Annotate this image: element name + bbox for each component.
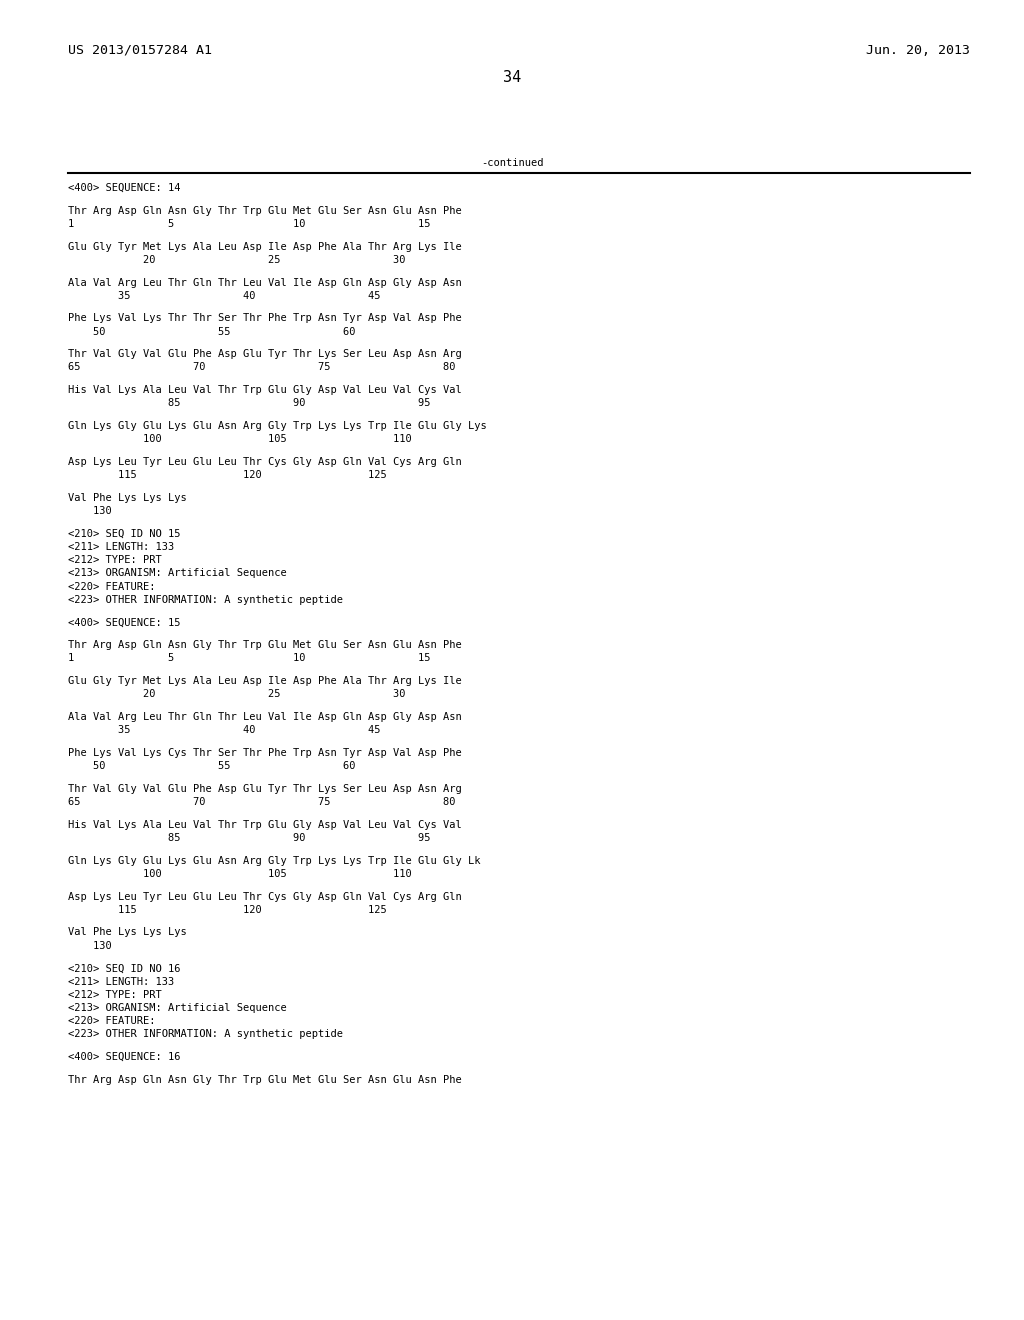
Text: <213> ORGANISM: Artificial Sequence: <213> ORGANISM: Artificial Sequence — [68, 569, 287, 578]
Text: <223> OTHER INFORMATION: A synthetic peptide: <223> OTHER INFORMATION: A synthetic pep… — [68, 1030, 343, 1039]
Text: Val Phe Lys Lys Lys: Val Phe Lys Lys Lys — [68, 492, 186, 503]
Text: 35                  40                  45: 35 40 45 — [68, 725, 381, 735]
Text: His Val Lys Ala Leu Val Thr Trp Glu Gly Asp Val Leu Val Cys Val: His Val Lys Ala Leu Val Thr Trp Glu Gly … — [68, 820, 462, 830]
Text: 50                  55                  60: 50 55 60 — [68, 326, 355, 337]
Text: <212> TYPE: PRT: <212> TYPE: PRT — [68, 556, 162, 565]
Text: 115                 120                 125: 115 120 125 — [68, 904, 387, 915]
Text: 100                 105                 110: 100 105 110 — [68, 434, 412, 445]
Text: Gln Lys Gly Glu Lys Glu Asn Arg Gly Trp Lys Lys Trp Ile Glu Gly Lk: Gln Lys Gly Glu Lys Glu Asn Arg Gly Trp … — [68, 855, 480, 866]
Text: 65                  70                  75                  80: 65 70 75 80 — [68, 363, 456, 372]
Text: 65                  70                  75                  80: 65 70 75 80 — [68, 797, 456, 807]
Text: Val Phe Lys Lys Lys: Val Phe Lys Lys Lys — [68, 928, 186, 937]
Text: 34: 34 — [503, 70, 521, 86]
Text: Thr Arg Asp Gln Asn Gly Thr Trp Glu Met Glu Ser Asn Glu Asn Phe: Thr Arg Asp Gln Asn Gly Thr Trp Glu Met … — [68, 1074, 462, 1085]
Text: Glu Gly Tyr Met Lys Ala Leu Asp Ile Asp Phe Ala Thr Arg Lys Ile: Glu Gly Tyr Met Lys Ala Leu Asp Ile Asp … — [68, 676, 462, 686]
Text: <220> FEATURE:: <220> FEATURE: — [68, 582, 156, 591]
Text: <212> TYPE: PRT: <212> TYPE: PRT — [68, 990, 162, 999]
Text: <213> ORGANISM: Artificial Sequence: <213> ORGANISM: Artificial Sequence — [68, 1003, 287, 1012]
Text: 130: 130 — [68, 506, 112, 516]
Text: Thr Val Gly Val Glu Phe Asp Glu Tyr Thr Lys Ser Leu Asp Asn Arg: Thr Val Gly Val Glu Phe Asp Glu Tyr Thr … — [68, 350, 462, 359]
Text: Jun. 20, 2013: Jun. 20, 2013 — [866, 44, 970, 57]
Text: <400> SEQUENCE: 14: <400> SEQUENCE: 14 — [68, 183, 180, 193]
Text: Asp Lys Leu Tyr Leu Glu Leu Thr Cys Gly Asp Gln Val Cys Arg Gln: Asp Lys Leu Tyr Leu Glu Leu Thr Cys Gly … — [68, 891, 462, 902]
Text: US 2013/0157284 A1: US 2013/0157284 A1 — [68, 44, 212, 57]
Text: Thr Arg Asp Gln Asn Gly Thr Trp Glu Met Glu Ser Asn Glu Asn Phe: Thr Arg Asp Gln Asn Gly Thr Trp Glu Met … — [68, 640, 462, 651]
Text: <211> LENGTH: 133: <211> LENGTH: 133 — [68, 543, 174, 552]
Text: Glu Gly Tyr Met Lys Ala Leu Asp Ile Asp Phe Ala Thr Arg Lys Ile: Glu Gly Tyr Met Lys Ala Leu Asp Ile Asp … — [68, 242, 462, 252]
Text: <210> SEQ ID NO 16: <210> SEQ ID NO 16 — [68, 964, 180, 973]
Text: 115                 120                 125: 115 120 125 — [68, 470, 387, 480]
Text: <400> SEQUENCE: 15: <400> SEQUENCE: 15 — [68, 618, 180, 627]
Text: 1               5                   10                  15: 1 5 10 15 — [68, 653, 430, 664]
Text: <220> FEATURE:: <220> FEATURE: — [68, 1016, 156, 1026]
Text: 20                  25                  30: 20 25 30 — [68, 255, 406, 265]
Text: 35                  40                  45: 35 40 45 — [68, 290, 381, 301]
Text: -continued: -continued — [480, 158, 544, 168]
Text: Thr Val Gly Val Glu Phe Asp Glu Tyr Thr Lys Ser Leu Asp Asn Arg: Thr Val Gly Val Glu Phe Asp Glu Tyr Thr … — [68, 784, 462, 793]
Text: 1               5                   10                  15: 1 5 10 15 — [68, 219, 430, 228]
Text: 85                  90                  95: 85 90 95 — [68, 399, 430, 408]
Text: <211> LENGTH: 133: <211> LENGTH: 133 — [68, 977, 174, 986]
Text: Ala Val Arg Leu Thr Gln Thr Leu Val Ile Asp Gln Asp Gly Asp Asn: Ala Val Arg Leu Thr Gln Thr Leu Val Ile … — [68, 277, 462, 288]
Text: 85                  90                  95: 85 90 95 — [68, 833, 430, 843]
Text: <400> SEQUENCE: 16: <400> SEQUENCE: 16 — [68, 1052, 180, 1063]
Text: <223> OTHER INFORMATION: A synthetic peptide: <223> OTHER INFORMATION: A synthetic pep… — [68, 595, 343, 605]
Text: 100                 105                 110: 100 105 110 — [68, 869, 412, 879]
Text: 20                  25                  30: 20 25 30 — [68, 689, 406, 700]
Text: Phe Lys Val Lys Thr Thr Ser Thr Phe Trp Asn Tyr Asp Val Asp Phe: Phe Lys Val Lys Thr Thr Ser Thr Phe Trp … — [68, 313, 462, 323]
Text: Phe Lys Val Lys Cys Thr Ser Thr Phe Trp Asn Tyr Asp Val Asp Phe: Phe Lys Val Lys Cys Thr Ser Thr Phe Trp … — [68, 748, 462, 758]
Text: His Val Lys Ala Leu Val Thr Trp Glu Gly Asp Val Leu Val Cys Val: His Val Lys Ala Leu Val Thr Trp Glu Gly … — [68, 385, 462, 395]
Text: 50                  55                  60: 50 55 60 — [68, 762, 355, 771]
Text: Gln Lys Gly Glu Lys Glu Asn Arg Gly Trp Lys Lys Trp Ile Glu Gly Lys: Gln Lys Gly Glu Lys Glu Asn Arg Gly Trp … — [68, 421, 486, 432]
Text: <210> SEQ ID NO 15: <210> SEQ ID NO 15 — [68, 529, 180, 539]
Text: Thr Arg Asp Gln Asn Gly Thr Trp Glu Met Glu Ser Asn Glu Asn Phe: Thr Arg Asp Gln Asn Gly Thr Trp Glu Met … — [68, 206, 462, 215]
Text: Ala Val Arg Leu Thr Gln Thr Leu Val Ile Asp Gln Asp Gly Asp Asn: Ala Val Arg Leu Thr Gln Thr Leu Val Ile … — [68, 711, 462, 722]
Text: Asp Lys Leu Tyr Leu Glu Leu Thr Cys Gly Asp Gln Val Cys Arg Gln: Asp Lys Leu Tyr Leu Glu Leu Thr Cys Gly … — [68, 457, 462, 467]
Text: 130: 130 — [68, 941, 112, 950]
